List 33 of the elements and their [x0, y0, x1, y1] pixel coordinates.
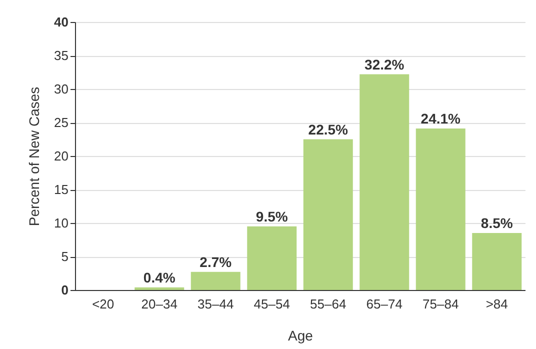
x-tick-label: <20: [92, 296, 114, 312]
bar: [134, 287, 184, 290]
x-tick-label: 35–44: [198, 296, 234, 312]
data-label: 24.1%: [420, 110, 462, 127]
y-tick-label: 25: [54, 115, 68, 130]
bar: [472, 233, 522, 290]
bar: [247, 226, 297, 290]
x-axis-title: Age: [288, 328, 314, 344]
bar: [360, 74, 410, 290]
y-axis-title: Percent of New Cases: [26, 86, 42, 226]
data-label: 8.5%: [480, 215, 514, 232]
x-tick-label: 20–34: [141, 296, 178, 312]
y-tick-label: 5: [61, 249, 68, 264]
y-tick-label: 0: [61, 282, 68, 298]
y-tick-label: 20: [54, 148, 68, 164]
data-label: 9.5%: [256, 208, 288, 224]
bar: [416, 128, 466, 290]
y-tick-label: 30: [54, 82, 68, 96]
bar: [190, 272, 240, 290]
x-tick-label: 55–64: [310, 296, 346, 312]
data-label: 22.5%: [308, 121, 349, 138]
y-tick-label: 10: [54, 216, 68, 230]
data-label: 0.4%: [143, 269, 176, 286]
y-tick-label: 15: [54, 182, 68, 197]
bar: [303, 139, 353, 290]
x-tick-label: 45–54: [254, 296, 290, 312]
y-tick-label: 35: [54, 48, 68, 63]
data-label: 32.2%: [364, 56, 405, 72]
x-tick-label: 65–74: [366, 296, 402, 312]
data-label: 2.7%: [200, 254, 232, 270]
x-tick-label: 75–84: [422, 296, 459, 312]
x-tick-label: >84: [486, 296, 508, 312]
y-tick-label: 40: [54, 14, 68, 30]
